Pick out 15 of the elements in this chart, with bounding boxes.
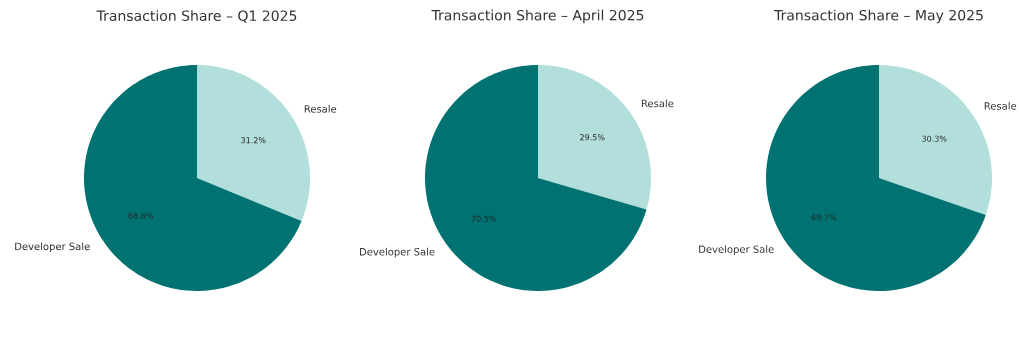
data-label: 68.8% — [128, 212, 153, 219]
slice-label: Resale — [304, 104, 337, 113]
data-label: 30.3% — [922, 135, 947, 142]
slice-label: Resale — [984, 102, 1017, 110]
slice-label: Developer Sale — [360, 247, 435, 258]
data-label: 31.2% — [241, 137, 266, 144]
chart-title: Transaction Share – April 2025 — [431, 9, 644, 24]
slice-label: Developer Sale — [699, 245, 774, 255]
data-label: 70.5% — [471, 215, 497, 222]
chart-title: Transaction Share – May 2025 — [774, 9, 983, 24]
data-label: 29.5% — [580, 134, 605, 141]
data-label: 69.7% — [811, 214, 837, 221]
slice-label: Developer Sale — [15, 242, 90, 253]
slice-label: Resale — [641, 99, 674, 108]
chart-title: Transaction Share – Q1 2025 — [96, 10, 297, 23]
